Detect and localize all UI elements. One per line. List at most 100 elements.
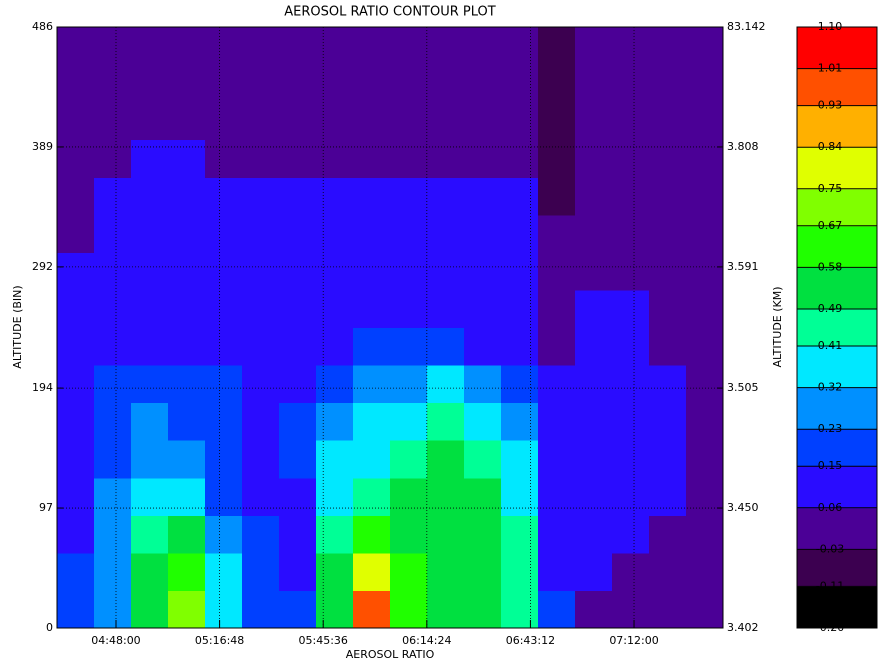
colorbar-band: [797, 267, 877, 310]
contour-cell: [463, 289, 502, 328]
contour-cell: [648, 552, 687, 591]
contour-cell: [241, 365, 280, 404]
contour-cell: [315, 252, 354, 291]
contour-cell: [131, 590, 169, 629]
contour-cell: [574, 177, 613, 216]
contour-cell: [611, 27, 650, 66]
contour-cell: [168, 102, 206, 141]
contour-cell: [57, 27, 95, 66]
contour-cell: [389, 402, 428, 441]
contour-cell: [278, 590, 317, 629]
contour-cell: [426, 327, 465, 366]
contour-cell: [611, 139, 650, 178]
y-tick-label: 292: [32, 260, 53, 273]
contour-field: [57, 27, 724, 629]
contour-cell: [205, 27, 243, 66]
contour-cell: [315, 177, 354, 216]
contour-cell: [574, 64, 613, 103]
contour-cell: [463, 214, 502, 253]
contour-cell: [315, 515, 354, 554]
contour-cell: [315, 402, 354, 441]
contour-cell: [131, 477, 169, 516]
contour-cell: [685, 27, 724, 66]
contour-cell: [205, 252, 243, 291]
y2-tick-label: 3.505: [727, 381, 759, 394]
contour-cell: [463, 102, 502, 141]
contour-cell: [278, 289, 317, 328]
contour-cell: [352, 402, 391, 441]
contour-cell: [168, 477, 206, 516]
contour-cell: [131, 139, 169, 178]
colorbar-label: 1.01: [818, 62, 843, 75]
contour-cell: [500, 327, 539, 366]
contour-cell: [315, 365, 354, 404]
contour-cell: [611, 477, 650, 516]
contour-cell: [500, 590, 539, 629]
contour-cell: [611, 440, 650, 479]
contour-cell: [241, 214, 280, 253]
contour-cell: [389, 252, 428, 291]
contour-cell: [500, 102, 539, 141]
contour-cell: [131, 515, 169, 554]
colorbar-label: 0.06: [818, 501, 843, 514]
contour-cell: [500, 365, 539, 404]
contour-cell: [648, 515, 687, 554]
contour-cell: [389, 139, 428, 178]
contour-cell: [315, 289, 354, 328]
contour-cell: [648, 402, 687, 441]
contour-cell: [57, 139, 95, 178]
contour-cell: [500, 477, 539, 516]
contour-cell: [574, 327, 613, 366]
contour-cell: [94, 214, 132, 253]
y2-tick-label: 3.450: [727, 501, 759, 514]
contour-cell: [131, 289, 169, 328]
contour-cell: [278, 552, 317, 591]
contour-cell: [574, 440, 613, 479]
contour-cell: [131, 252, 169, 291]
contour-cell: [574, 102, 613, 141]
contour-cell: [131, 327, 169, 366]
contour-cell: [574, 289, 613, 328]
contour-cell: [278, 177, 317, 216]
contour-cell: [94, 402, 132, 441]
contour-cell: [611, 177, 650, 216]
contour-cell: [426, 177, 465, 216]
contour-cell: [574, 402, 613, 441]
contour-cell: [537, 327, 576, 366]
colorbar-label: 0.15: [818, 459, 843, 472]
contour-cell: [611, 252, 650, 291]
contour-cell: [205, 327, 243, 366]
contour-cell: [205, 64, 243, 103]
colorbar-label: -0.11: [816, 579, 844, 592]
contour-cell: [94, 139, 132, 178]
contour-cell: [648, 177, 687, 216]
contour-cell: [278, 27, 317, 66]
contour-cell: [278, 252, 317, 291]
contour-cell: [500, 402, 539, 441]
contour-cell: [500, 552, 539, 591]
contour-cell: [205, 289, 243, 328]
contour-cell: [463, 402, 502, 441]
contour-cell: [315, 27, 354, 66]
contour-cell: [352, 365, 391, 404]
contour-cell: [463, 177, 502, 216]
contour-cell: [94, 552, 132, 591]
y2-axis-label: ALTITUDE (KM): [771, 286, 784, 367]
contour-cell: [574, 365, 613, 404]
contour-cell: [57, 552, 95, 591]
contour-cell: [205, 365, 243, 404]
colorbar-band: [797, 466, 877, 509]
contour-cell: [205, 402, 243, 441]
y-tick-label: 97: [39, 501, 53, 514]
contour-cell: [463, 590, 502, 629]
contour-cell: [352, 139, 391, 178]
contour-cell: [537, 252, 576, 291]
contour-cell: [57, 365, 95, 404]
contour-cell: [463, 252, 502, 291]
contour-cell: [205, 177, 243, 216]
contour-cell: [389, 289, 428, 328]
contour-cell: [352, 64, 391, 103]
contour-cell: [463, 552, 502, 591]
contour-cell: [537, 289, 576, 328]
